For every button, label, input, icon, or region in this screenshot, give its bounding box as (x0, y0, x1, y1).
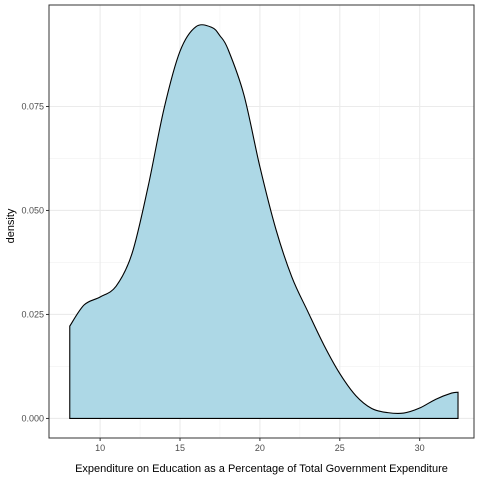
x-tick-label: 10 (95, 443, 105, 453)
y-tick-label: 0.075 (21, 101, 44, 111)
y-axis-ticks: 0.000 0.025 0.050 0.075 (21, 101, 49, 423)
density-area (69, 24, 459, 419)
density-curve (69, 24, 459, 419)
plot-panel-border (48, 4, 475, 439)
x-tick-label: 30 (415, 443, 425, 453)
x-tick-label: 15 (175, 443, 185, 453)
x-axis-title: Expenditure on Education as a Percentage… (75, 463, 448, 475)
x-tick-label: 20 (255, 443, 265, 453)
y-tick-label: 0.025 (21, 309, 44, 319)
y-axis-title: density (5, 208, 17, 243)
y-tick-label: 0.050 (21, 205, 44, 215)
y-tick-label: 0.000 (21, 413, 44, 423)
x-tick-label: 25 (335, 443, 345, 453)
x-axis-ticks: 10 15 20 25 30 (95, 438, 425, 453)
